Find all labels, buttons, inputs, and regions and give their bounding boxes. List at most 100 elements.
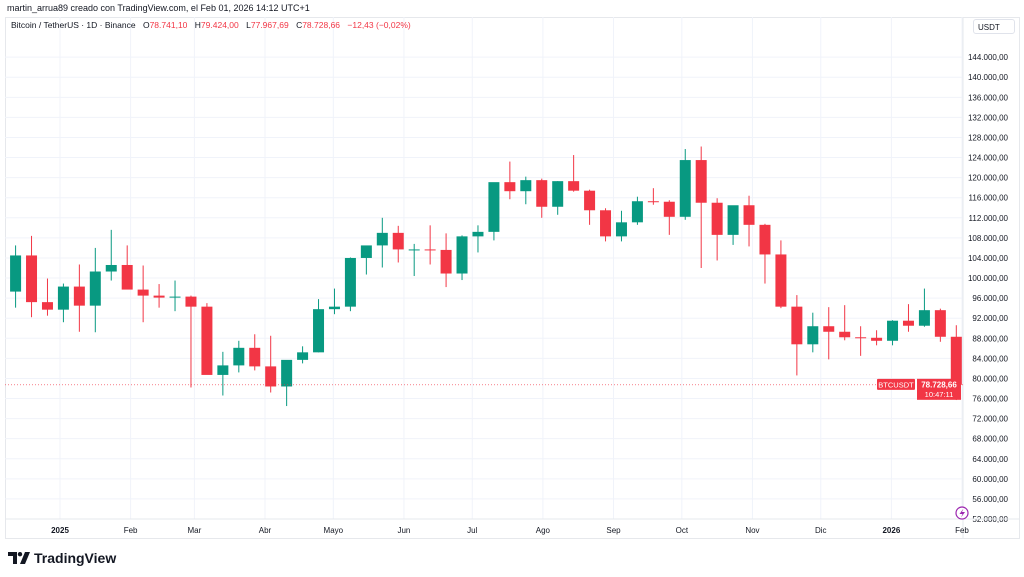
candle-body bbox=[775, 254, 787, 307]
x-tick-label: Ago bbox=[536, 526, 551, 535]
candle[interactable] bbox=[839, 305, 851, 341]
candle[interactable] bbox=[360, 245, 372, 275]
candle[interactable] bbox=[727, 205, 739, 245]
candle[interactable] bbox=[57, 283, 69, 323]
candle-body bbox=[201, 306, 213, 375]
y-tick-label: 140.000,00 bbox=[968, 73, 1009, 82]
x-tick-label: Sep bbox=[606, 526, 621, 535]
candle-body bbox=[679, 160, 691, 217]
candle[interactable] bbox=[408, 243, 420, 277]
current-price-label: 78.728,66 bbox=[921, 380, 957, 389]
candle[interactable] bbox=[552, 181, 564, 215]
candle[interactable] bbox=[711, 198, 723, 261]
candle[interactable] bbox=[902, 304, 914, 332]
candle[interactable] bbox=[759, 223, 771, 284]
candle[interactable] bbox=[217, 351, 229, 396]
x-tick-label: 2026 bbox=[882, 526, 900, 535]
candle[interactable] bbox=[376, 217, 388, 268]
candle[interactable] bbox=[233, 340, 245, 373]
candle-body bbox=[10, 255, 22, 292]
candle[interactable] bbox=[73, 264, 85, 332]
candle[interactable] bbox=[823, 307, 835, 360]
candle-body bbox=[631, 201, 643, 223]
candle[interactable] bbox=[281, 359, 293, 407]
candle[interactable] bbox=[297, 346, 309, 364]
candle[interactable] bbox=[201, 303, 213, 375]
x-tick-label: Mar bbox=[187, 526, 201, 535]
lightning-icon[interactable] bbox=[955, 506, 969, 520]
symbol-title[interactable]: Bitcoin / TetherUS · 1D · Binance bbox=[11, 20, 136, 30]
x-tick-label: Abr bbox=[259, 526, 272, 535]
y-tick-label: 68.000,00 bbox=[972, 435, 1008, 444]
y-tick-label: 80.000,00 bbox=[972, 374, 1008, 383]
candle-body bbox=[472, 231, 484, 237]
currency-unit-button[interactable]: USDT bbox=[973, 19, 1015, 34]
candle[interactable] bbox=[918, 288, 930, 327]
candle[interactable] bbox=[887, 320, 899, 346]
x-tick-label: 2025 bbox=[51, 526, 69, 535]
candle[interactable] bbox=[121, 245, 133, 290]
candle-body bbox=[217, 365, 229, 375]
candle-body bbox=[568, 181, 580, 191]
candle[interactable] bbox=[41, 278, 53, 316]
candle[interactable] bbox=[568, 155, 580, 192]
candle[interactable] bbox=[265, 335, 277, 393]
candle[interactable] bbox=[169, 280, 181, 312]
x-tick-label: Feb bbox=[955, 526, 969, 535]
candle-body bbox=[887, 320, 899, 341]
candle[interactable] bbox=[663, 200, 675, 235]
candle[interactable] bbox=[647, 188, 659, 205]
candle-body bbox=[408, 249, 420, 251]
candle[interactable] bbox=[313, 299, 325, 353]
candle[interactable] bbox=[695, 146, 707, 268]
y-tick-label: 64.000,00 bbox=[972, 455, 1008, 464]
candle[interactable] bbox=[249, 334, 261, 371]
candle[interactable] bbox=[600, 208, 612, 242]
candle-body bbox=[41, 302, 53, 310]
candle[interactable] bbox=[743, 195, 755, 247]
price-tag-bg bbox=[917, 378, 961, 400]
candle[interactable] bbox=[26, 235, 38, 318]
candle-body bbox=[185, 296, 197, 307]
candle[interactable] bbox=[488, 182, 500, 241]
candle-body bbox=[265, 366, 277, 387]
candle[interactable] bbox=[615, 210, 627, 242]
candle[interactable] bbox=[153, 284, 165, 308]
candle[interactable] bbox=[328, 288, 340, 315]
x-tick-label: Dic bbox=[815, 526, 827, 535]
candle[interactable] bbox=[871, 330, 883, 346]
candle[interactable] bbox=[10, 245, 22, 308]
candle-body bbox=[456, 236, 468, 274]
candle-body bbox=[440, 249, 452, 274]
candle[interactable] bbox=[392, 225, 404, 263]
x-tick-label: Jun bbox=[397, 526, 410, 535]
candle[interactable] bbox=[679, 149, 691, 220]
candle[interactable] bbox=[504, 161, 516, 200]
candle-body bbox=[137, 289, 149, 296]
candle[interactable] bbox=[344, 257, 356, 312]
candle[interactable] bbox=[105, 229, 117, 281]
candle[interactable] bbox=[584, 189, 596, 225]
candle[interactable] bbox=[472, 225, 484, 253]
candle[interactable] bbox=[89, 247, 101, 333]
candle[interactable] bbox=[185, 295, 197, 388]
candle[interactable] bbox=[520, 176, 532, 205]
candle[interactable] bbox=[791, 295, 803, 376]
candle[interactable] bbox=[536, 178, 548, 218]
candle-body bbox=[153, 295, 165, 298]
candle[interactable] bbox=[631, 196, 643, 225]
candle[interactable] bbox=[775, 240, 787, 309]
candle[interactable] bbox=[424, 225, 436, 265]
candle[interactable] bbox=[807, 312, 819, 353]
candle[interactable] bbox=[137, 265, 149, 323]
candle-body bbox=[552, 181, 564, 207]
close-label: C bbox=[296, 20, 303, 30]
candle[interactable] bbox=[456, 235, 468, 281]
candles bbox=[10, 146, 962, 407]
candle[interactable] bbox=[855, 326, 867, 356]
candle[interactable] bbox=[440, 233, 452, 288]
tradingview-logo[interactable]: TradingView bbox=[8, 550, 116, 566]
candle[interactable] bbox=[934, 308, 946, 342]
